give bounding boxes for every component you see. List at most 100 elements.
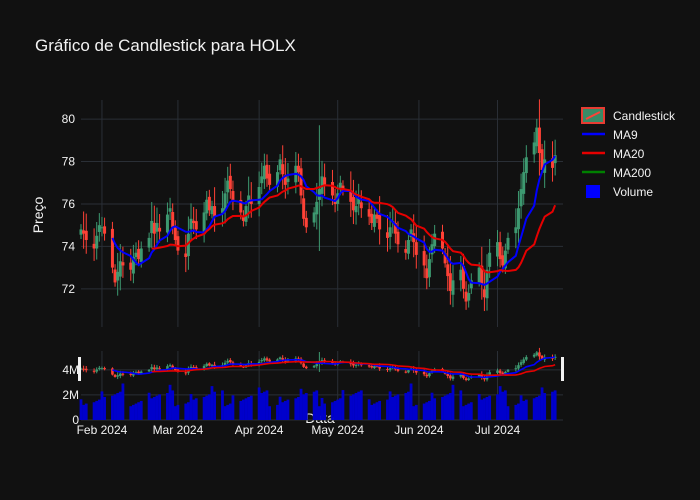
candle-body	[433, 233, 437, 247]
volume-bar	[294, 398, 298, 420]
candle-body	[220, 208, 224, 213]
range-slider-body	[488, 372, 491, 375]
candle-body	[393, 222, 397, 234]
volume-bar	[506, 406, 510, 420]
candle-body	[184, 253, 188, 257]
legend-ma200[interactable]: MA200	[582, 166, 651, 180]
candle	[496, 230, 500, 267]
volume-bar	[443, 395, 447, 420]
volume-bar	[113, 394, 117, 420]
candle	[113, 264, 117, 287]
volume-bar	[265, 390, 269, 420]
volume-bar	[129, 406, 133, 420]
range-slider-body	[118, 373, 122, 377]
volume-bar	[281, 402, 285, 420]
range-slider-right-handle[interactable]	[561, 357, 564, 381]
candle-body	[268, 173, 272, 185]
candle-body	[150, 220, 154, 234]
range-slider-body	[354, 364, 358, 366]
candle-body	[354, 206, 358, 213]
legend-candlestick[interactable]: Candlestick	[581, 107, 676, 124]
candle	[409, 224, 413, 242]
candle-body	[186, 233, 190, 257]
candle	[519, 173, 523, 219]
legend-volume[interactable]: Volume	[586, 185, 653, 199]
volume-bar	[367, 399, 371, 420]
range-slider-body	[268, 359, 271, 362]
candle	[171, 203, 175, 235]
range-slider-left-handle[interactable]	[78, 357, 81, 381]
range-slider-body	[278, 357, 282, 360]
candle-body	[257, 186, 261, 204]
candle-body	[213, 206, 217, 217]
candle-body	[249, 199, 253, 204]
candle-body	[118, 261, 122, 277]
volume-bar	[242, 399, 245, 420]
volume-bar	[184, 403, 188, 420]
candle-body	[152, 222, 156, 234]
range-slider-body	[111, 368, 114, 375]
candle-body	[427, 259, 431, 278]
volume-bar	[202, 396, 206, 420]
candle-body	[241, 217, 245, 221]
volume-bar	[459, 390, 463, 420]
candle-body	[446, 264, 450, 277]
candle	[231, 180, 235, 211]
candle	[92, 228, 96, 261]
range-slider-body	[84, 368, 88, 371]
candle-body	[317, 189, 321, 200]
range-slider-body	[174, 368, 177, 371]
candle	[367, 198, 371, 225]
candle-body	[464, 291, 468, 302]
candle	[220, 191, 224, 227]
volume-bar	[524, 399, 528, 420]
volume-bar	[131, 404, 135, 420]
range-slider-handles[interactable]	[78, 357, 564, 381]
y-axis-title: Preço	[30, 197, 46, 234]
legend-ma9[interactable]: MA9	[582, 128, 638, 142]
candle-body	[210, 206, 214, 215]
range-slider-body	[446, 374, 450, 376]
volume-bar	[323, 403, 327, 420]
volume-bar	[283, 400, 287, 420]
candle-body	[519, 189, 523, 207]
candle-body	[226, 180, 230, 193]
range-slider-body	[132, 372, 135, 376]
range-slider-body	[208, 363, 211, 366]
volume-bar	[262, 391, 266, 420]
volume-bar	[84, 403, 88, 420]
volume-bar	[302, 394, 306, 420]
candle-body	[265, 164, 269, 179]
volume-bar	[451, 384, 455, 420]
candle-body	[79, 229, 83, 235]
range-slider-body	[155, 367, 159, 369]
candle-body	[286, 178, 290, 182]
range-slider-body	[150, 367, 154, 370]
candle	[257, 171, 261, 217]
range-slider-body	[404, 371, 408, 373]
volume-bar	[388, 391, 392, 420]
candle-body	[330, 181, 334, 196]
range-slider-body	[396, 368, 400, 371]
volume-bar	[137, 402, 141, 420]
volume-bar	[213, 391, 216, 420]
candle-body	[359, 202, 363, 209]
candle-body	[296, 165, 300, 173]
candle	[155, 207, 159, 245]
legend-ma20[interactable]: MA20	[582, 147, 645, 161]
candle	[430, 233, 434, 263]
candle	[129, 248, 133, 281]
candle	[207, 189, 211, 216]
candle-body	[349, 190, 353, 202]
candle	[349, 171, 353, 217]
candle	[351, 179, 355, 225]
candle	[464, 281, 468, 310]
candle-body	[260, 176, 264, 184]
candle-body	[540, 149, 544, 171]
range-slider-body	[166, 366, 169, 370]
candle-body	[95, 235, 99, 249]
volume-bar	[205, 395, 209, 420]
range-slider-body	[213, 364, 216, 367]
candle	[147, 232, 151, 252]
volume-bar	[223, 406, 227, 420]
